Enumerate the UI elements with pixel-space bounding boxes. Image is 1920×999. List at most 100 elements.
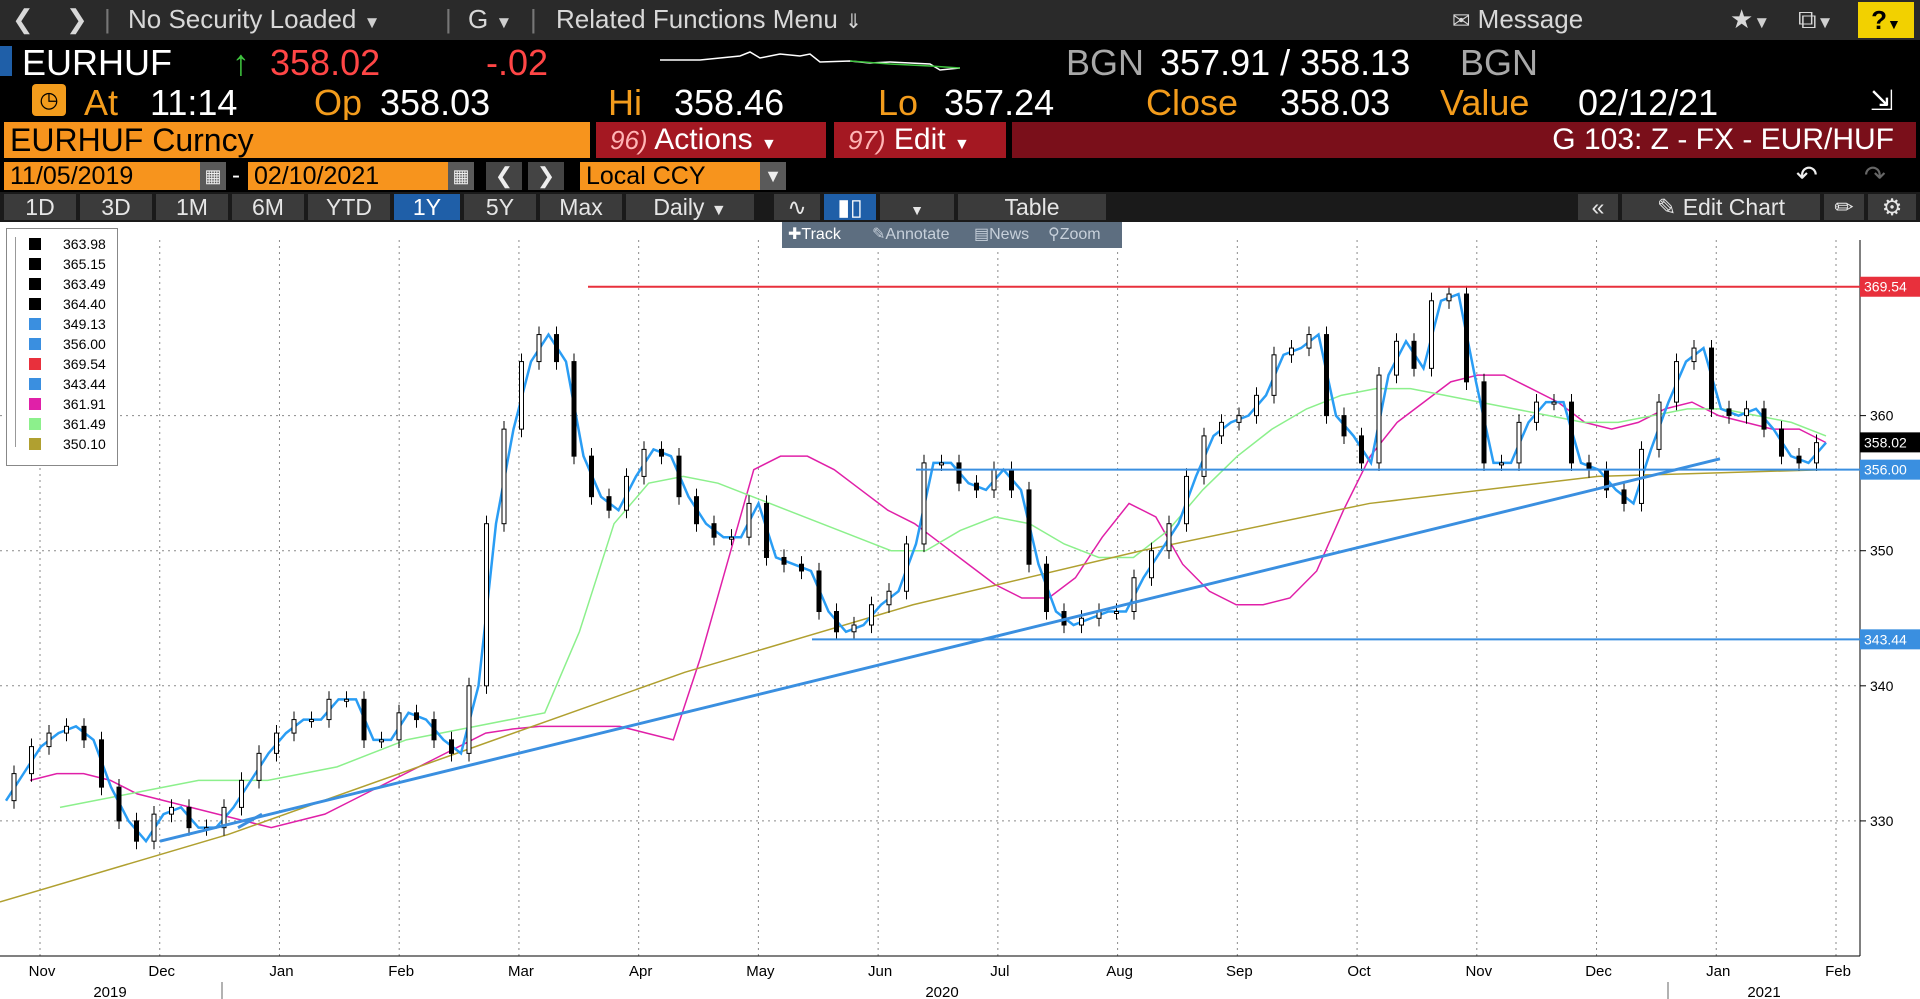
candle-body <box>711 523 717 538</box>
menu-divider: | <box>530 4 537 34</box>
pop-out-icon[interactable]: ⇲ <box>1870 85 1894 116</box>
tool-news[interactable]: ▤ News <box>974 222 1029 248</box>
favorites-button[interactable]: ★▼ <box>1730 4 1770 35</box>
candle-body <box>1079 617 1084 626</box>
chevron-down-icon[interactable]: ▼ <box>760 162 786 190</box>
chevron-down-icon: ▼ <box>495 13 513 32</box>
candle-body <box>816 570 822 613</box>
line-chart-icon[interactable]: ∿ <box>774 194 820 220</box>
forward-arrow-icon[interactable]: ❯ <box>66 4 88 34</box>
back-arrow-icon[interactable]: ❮ <box>12 4 34 34</box>
frequency-select[interactable]: Daily ▼ <box>626 194 754 220</box>
help-button[interactable]: ?▼ <box>1858 2 1914 38</box>
actions-button[interactable]: 96) Actions ▼ <box>596 122 826 158</box>
edit-chart-button[interactable]: ✎ Edit Chart <box>1622 194 1820 220</box>
calendar-icon[interactable]: ▦ <box>448 162 474 190</box>
series-line-ma_mid <box>59 387 1827 809</box>
security-loader-menu[interactable]: No Security Loaded ▼ <box>128 4 380 35</box>
chart-settings-edit-icon[interactable]: ✏ <box>1824 194 1864 220</box>
chart-title-text: G 103: Z - FX - EUR/HUF <box>1552 123 1894 156</box>
candle-body <box>1464 293 1469 383</box>
legend-swatch <box>29 398 41 410</box>
price-label-text: 343.44 <box>1864 631 1907 647</box>
undo-icon[interactable]: ↶ <box>1796 160 1818 190</box>
candle-body <box>1026 489 1032 565</box>
period-toolbar: 1D 3D 1M 6M YTD 1Y 5Y Max Daily ▼ ∿ ▮▯ ▼… <box>0 192 1920 222</box>
menu-divider: | <box>104 4 111 34</box>
tab-3d[interactable]: 3D <box>80 194 152 220</box>
message-button[interactable]: ✉ Message <box>1452 4 1583 35</box>
chart-title: G 103: Z - FX - EUR/HUF <box>1012 122 1916 158</box>
tab-1y[interactable]: 1Y <box>394 194 460 220</box>
chevron-down-icon: ▼ <box>1753 13 1771 32</box>
previous-period-button[interactable]: ❮ <box>486 162 522 190</box>
collapse-toolbar-icon[interactable]: « <box>1578 194 1618 220</box>
tab-max[interactable]: Max <box>540 194 622 220</box>
year-label: 2020 <box>925 984 958 999</box>
chevron-down-icon: ▼ <box>953 136 970 153</box>
security-loader-label: No Security Loaded <box>128 4 357 34</box>
chart-legend[interactable]: 363.98 365.15 363.49 364.40 349.13 356.00 369.… <box>6 228 118 466</box>
candle-body <box>659 448 664 457</box>
related-functions-menu[interactable]: Related Functions Menu ⇓ <box>556 4 862 35</box>
g-function-menu[interactable]: G ▼ <box>468 4 512 35</box>
candle-body <box>379 739 384 743</box>
security-field[interactable]: EURHUF Curncy <box>4 122 590 158</box>
candlestick-chart-icon[interactable]: ▮▯ <box>824 194 876 220</box>
table-button[interactable]: Table <box>958 194 1106 220</box>
calendar-icon[interactable]: ▦ <box>200 162 226 190</box>
high-value: 358.46 <box>674 82 785 120</box>
envelope-icon: ✉ <box>1452 8 1471 33</box>
window-export-icon: ⧉ <box>1798 4 1817 34</box>
candle-body <box>1656 401 1662 450</box>
candle-body <box>239 779 244 808</box>
candle-body <box>64 725 69 734</box>
window-button[interactable]: ⧉▼ <box>1798 4 1833 36</box>
tool-zoom[interactable]: ⚲ Zoom <box>1048 222 1101 248</box>
candle-body <box>1044 563 1049 613</box>
next-period-button[interactable]: ❯ <box>528 162 564 190</box>
tab-1d[interactable]: 1D <box>4 194 76 220</box>
gear-icon[interactable]: ⚙ <box>1868 194 1916 220</box>
edit-button[interactable]: 97) Edit ▼ <box>834 122 1006 158</box>
legend-value: 369.54 <box>63 356 106 372</box>
tab-label: 5Y <box>485 194 515 220</box>
tool-annotate[interactable]: ✎ Annotate <box>872 222 949 248</box>
candle-body <box>151 813 157 842</box>
currency-select[interactable]: Local CCY <box>580 162 760 190</box>
candle-body <box>1149 550 1154 579</box>
end-date-field[interactable]: 02/10/2021 <box>248 162 448 190</box>
chart-type-dropdown[interactable]: ▼ <box>880 194 954 220</box>
price-chart[interactable]: Nov Dec Jan Feb Mar Apr May Jun Jul Aug Sep Oct Nov D… <box>0 222 1920 999</box>
candle-body <box>1691 347 1697 363</box>
x-tick-label: Feb <box>1825 963 1851 980</box>
bid-source: BGN <box>1066 42 1145 82</box>
actions-label: Actions <box>654 123 753 156</box>
clock-icon[interactable]: ◷ <box>32 84 66 116</box>
y-tick-label: 330 <box>1870 813 1894 829</box>
ticker-label: EURHUF <box>22 42 172 82</box>
legend-swatch <box>29 378 41 390</box>
start-date-field[interactable]: 11/05/2019 <box>4 162 200 190</box>
candle-body <box>676 455 682 498</box>
x-tick-label: Aug <box>1106 963 1133 980</box>
chevron-down-icon: ▼ <box>761 136 777 153</box>
tab-6m[interactable]: 6M <box>232 194 304 220</box>
tab-5y[interactable]: 5Y <box>464 194 536 220</box>
series-line-ma_long <box>0 468 1827 903</box>
x-tick-label: Jan <box>1706 963 1730 980</box>
redo-icon[interactable]: ↷ <box>1864 160 1886 190</box>
candle-body <box>344 698 349 702</box>
candle-body <box>1131 577 1137 613</box>
candle-body <box>781 556 787 565</box>
price-label-text: 356.00 <box>1864 462 1907 478</box>
date-dash: - <box>232 162 240 189</box>
x-tick-label: Oct <box>1347 963 1371 980</box>
tool-track[interactable]: ✚ Track <box>788 222 841 248</box>
candle-body <box>1446 293 1452 302</box>
x-tick-label: Nov <box>1465 963 1492 980</box>
tab-label: 1Y <box>412 194 442 220</box>
tab-ytd[interactable]: YTD <box>308 194 390 220</box>
tab-1m[interactable]: 1M <box>156 194 228 220</box>
